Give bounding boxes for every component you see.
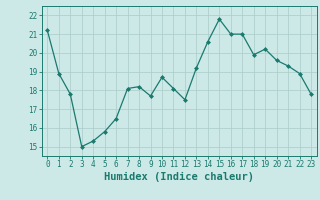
X-axis label: Humidex (Indice chaleur): Humidex (Indice chaleur) [104,172,254,182]
